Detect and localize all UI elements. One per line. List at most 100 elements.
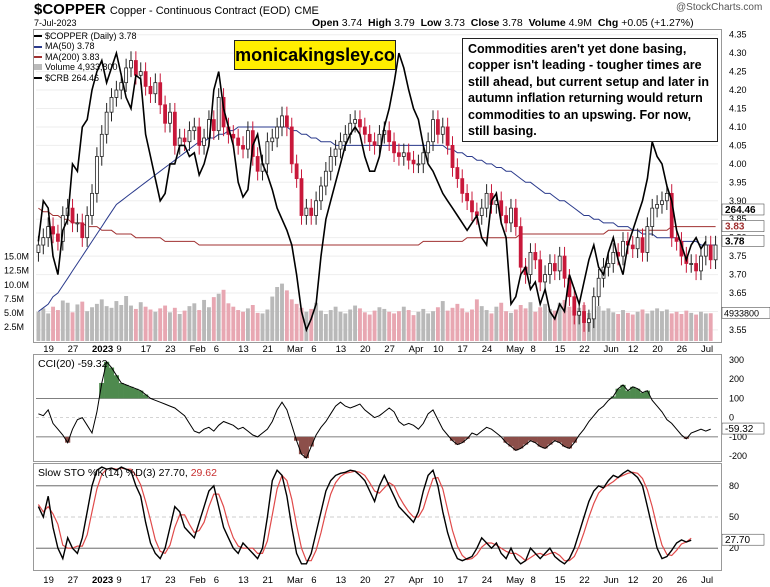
volume-tick-label: 10.0M [4,280,29,290]
cci-oversold-area [522,436,529,445]
candle-body [479,207,484,216]
volume-bar [416,311,421,341]
candle-body [119,82,124,91]
sto-date-label: 15 [555,575,566,586]
cci-oversold-area [527,436,534,441]
candle-body [499,200,504,216]
chart-date: 7-Jul-2023 [34,18,77,28]
volume-bar [601,310,606,341]
volume-bar [114,301,119,341]
volume-value: 4.9M [568,17,592,29]
price-tick-label: 4.30 [729,48,747,58]
volume-bar [104,306,109,341]
sto-date-label: 27 [68,575,79,586]
price-date-label: 12 [628,344,639,355]
cci-overbought-area [620,384,626,399]
volume-bar [387,311,392,341]
volume-bar [664,309,669,341]
candle-body [202,137,206,146]
price-date-label: May [506,344,524,355]
price-tick-label: 4.05 [729,140,747,150]
crb-value-label: 264.46 [725,205,756,216]
volume-bar [299,307,304,341]
volume-bar [275,287,280,341]
volume-bar [465,312,470,341]
price-tick-label: 4.25 [729,67,747,77]
candle-body [80,222,85,239]
candle-body [270,137,275,143]
cci-oversold-area [683,436,689,439]
candle-body [640,237,645,253]
ma200-line [38,207,716,246]
volume-bar [547,308,552,341]
candle-body [168,111,172,124]
price-date-label: 9 [116,344,121,355]
high-label: High [368,17,392,29]
volume-bar [611,312,616,341]
volume-bar [372,310,377,341]
sto-date-label: Jun [604,575,619,586]
cci-overbought-area [118,382,124,399]
candle-body [504,215,508,224]
price-date-label: 27 [68,344,79,355]
volume-bar [70,312,75,341]
sto-date-label: 13 [336,575,347,586]
price-date-label: 24 [482,344,493,355]
candle-body [421,152,426,165]
cci-oversold-area [552,436,558,441]
cci-overbought-area [108,367,115,399]
cci-overbought-area [635,388,641,399]
candle-body [513,207,518,227]
candle-body [46,226,51,239]
sto-date-label: 24 [482,575,493,586]
volume-bar [75,304,80,341]
candle-body [41,237,46,246]
candle-body [187,130,192,143]
volume-bar [518,305,523,341]
volume-bar [708,313,713,341]
volume-bar [421,308,426,341]
candle-body [401,152,406,157]
candle-body [343,133,348,143]
price-date-label: 26 [677,344,688,355]
volume-bar [523,308,528,341]
cci-oversold-area [449,436,456,441]
volume-tick-label: 5.0M [4,308,24,318]
cci-oversold-area [561,436,568,447]
sto-tick-label: 80 [729,481,739,491]
candle-body [255,156,260,172]
cci-oversold-area [454,436,460,445]
candle-body [177,137,182,146]
volume-bar [187,306,192,341]
cci-tick-label: -200 [729,451,747,461]
volume-bar [343,313,348,341]
cci-line [38,360,711,459]
volume-bar [640,309,645,341]
candle-body [333,148,338,157]
price-tick-label: 4.35 [729,30,747,40]
sto-date-label: 13 [238,575,249,586]
high-value: 3.79 [394,17,415,29]
cci-overbought-area [639,392,646,399]
cci-oversold-area [537,436,543,447]
volume-bar [596,306,601,341]
chg-label: Chg [597,17,619,29]
price-date-label: 17 [457,344,468,355]
candle-body [416,163,421,166]
legend-ma200: MA(200) 3.83 [45,51,100,62]
close-value-label-bg [721,235,765,247]
volume-bar [543,303,548,341]
price-date-label: 2023 [92,344,113,355]
volume-bar [85,311,90,341]
cci-oversold-area [532,436,538,443]
sto-date-label: 9 [116,575,121,586]
candle-body [621,240,625,257]
cci-oversold-area [571,436,577,443]
candle-body [596,277,601,298]
volume-bar [499,302,504,341]
sto-date-label: 22 [579,575,590,586]
volume-value-bg [721,307,770,319]
candle-body [552,263,557,272]
candle-body [323,170,328,187]
volume-value-label: 4933800 [724,308,759,318]
